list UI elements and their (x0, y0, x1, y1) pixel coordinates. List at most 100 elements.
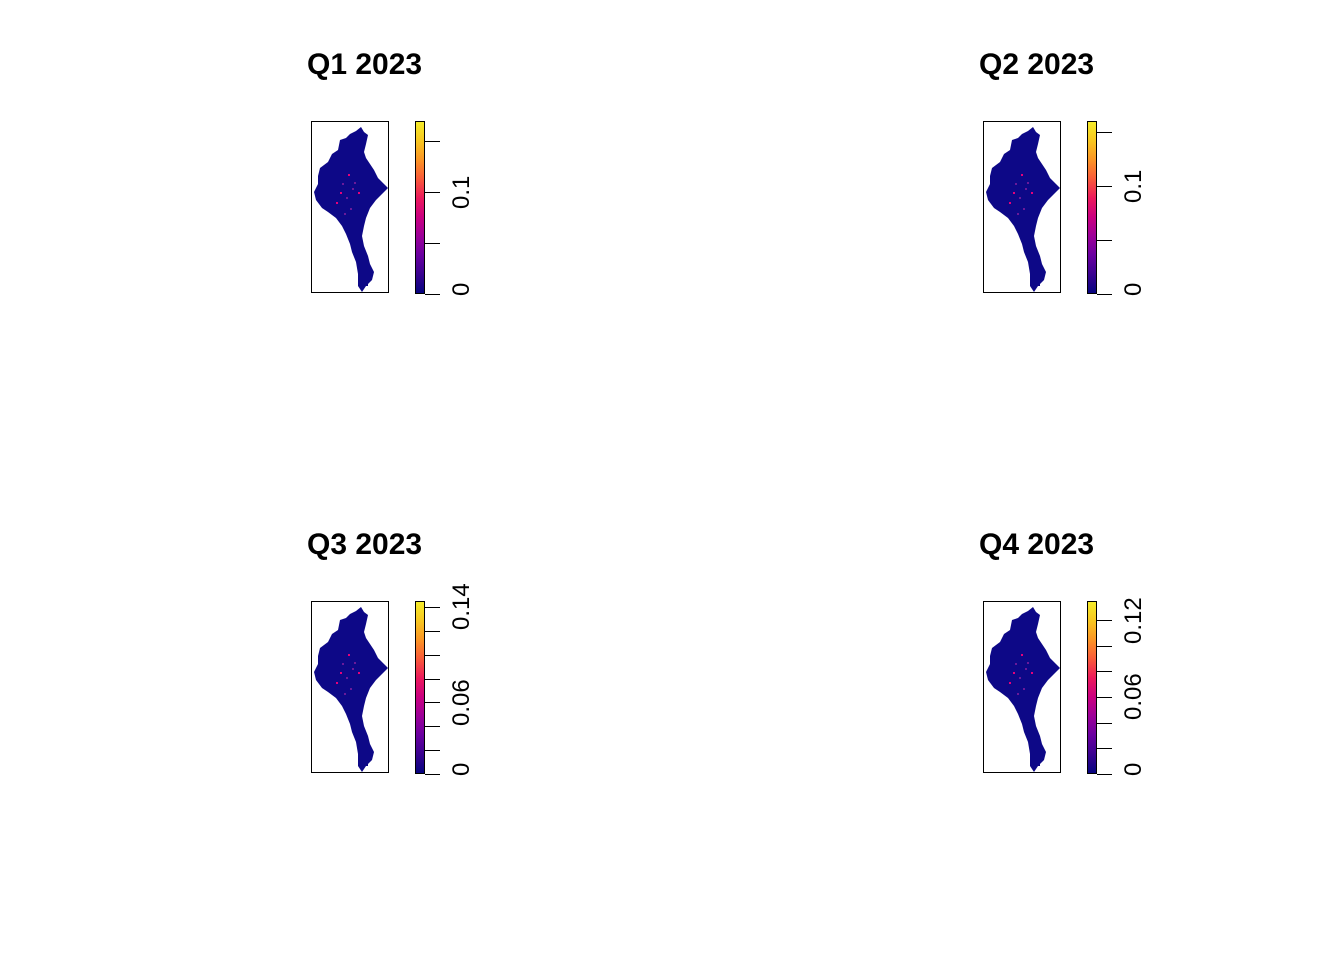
hotspot-pixel (1009, 682, 1011, 684)
hotspot-pixel (1015, 183, 1017, 185)
legend-tick (1097, 620, 1112, 622)
legend-axis: 0 0.06 0.14 (425, 584, 485, 776)
island-pixel (1034, 272, 1036, 274)
legend-color-bar (1087, 601, 1097, 774)
legend-tick (425, 243, 440, 245)
legend-tick (1097, 748, 1112, 750)
legend-color-bar (415, 601, 425, 774)
legend-tick-label: 0.1 (448, 175, 475, 209)
legend-tick (425, 630, 440, 632)
map-panel-q2: Q2 2023 0 0.1 (979, 50, 1279, 370)
hotspot-pixel (346, 677, 348, 679)
hotspot-pixel (1025, 668, 1027, 670)
legend-tick (1097, 774, 1112, 775)
hotspot-pixel (350, 688, 352, 690)
hotspot-pixel (348, 654, 350, 656)
hotspot-pixel (1023, 688, 1025, 690)
hotspot-pixel (336, 682, 338, 684)
legend-axis: 0 0.1 (1097, 121, 1157, 296)
legend-tick (425, 606, 440, 608)
panel-title: Q1 2023 (307, 48, 423, 81)
hotspot-pixel (348, 174, 350, 176)
hotspot-pixel (1021, 174, 1023, 176)
hotspot-pixel (1025, 188, 1027, 190)
map-panel-q1: Q1 2023 0 0.1 (307, 50, 607, 370)
hotspot-pixel (1013, 192, 1015, 194)
legend-tick (425, 702, 440, 704)
legend-tick (425, 726, 440, 728)
legend-tick (1097, 294, 1112, 295)
legend-tick (1097, 645, 1112, 647)
legend-tick (1097, 239, 1112, 241)
legend-tick-label: 0 (448, 762, 475, 776)
hotspot-pixel (354, 662, 356, 664)
map-panel-q3: Q3 2023 0 0.06 0.14 (307, 530, 607, 850)
hotspot-pixel (358, 672, 360, 674)
legend-tick (425, 192, 440, 194)
hotspot-pixel (1019, 197, 1021, 199)
legend-tick (1097, 697, 1112, 699)
hotspot-pixel (1017, 693, 1019, 695)
island-pixel (362, 752, 364, 754)
hotspot-pixel (1021, 654, 1023, 656)
legend-tick-label: 0.06 (1120, 673, 1147, 721)
hotspot-pixel (1031, 672, 1033, 674)
legend-tick (1097, 671, 1112, 673)
legend-tick (425, 750, 440, 752)
hotspot-pixel (340, 192, 342, 194)
legend-tick-label: 0.06 (448, 679, 475, 726)
hotspot-pixel (336, 202, 338, 204)
island-pixel (366, 284, 368, 286)
hotspot-pixel (352, 188, 354, 190)
legend-tick-label: 0 (1120, 762, 1147, 776)
panel-title: Q4 2023 (979, 528, 1095, 561)
legend-tick (425, 141, 440, 143)
hotspot-pixel (344, 213, 346, 215)
hotspot-pixel (1027, 662, 1029, 664)
hotspot-pixel (350, 208, 352, 210)
hotspot-pixel (352, 668, 354, 670)
map-frame (983, 601, 1061, 773)
island-pixel (1038, 764, 1040, 766)
hotspot-pixel (344, 693, 346, 695)
legend-color-bar (1087, 121, 1097, 294)
hotspot-pixel (1019, 677, 1021, 679)
legend-tick-label: 0 (448, 282, 475, 296)
map-frame (311, 601, 389, 773)
island-pixel (362, 272, 364, 274)
island-pixel (366, 764, 368, 766)
hotspot-pixel (1031, 192, 1033, 194)
hotspot-pixel (1009, 202, 1011, 204)
legend-axis: 0 0.06 0.12 (1097, 597, 1157, 776)
panel-title: Q3 2023 (307, 528, 423, 561)
legend-tick (425, 774, 440, 775)
legend-tick-label: 0 (1120, 282, 1147, 296)
island-pixel (1032, 278, 1034, 280)
raster-map (986, 127, 1060, 292)
hotspot-pixel (1013, 672, 1015, 674)
map-panel-q4: Q4 2023 0 0.06 0.12 (979, 530, 1279, 850)
island-pixel (360, 278, 362, 280)
map-frame (311, 121, 389, 293)
island-pixel (360, 758, 362, 760)
panel-title: Q2 2023 (979, 48, 1095, 81)
legend-tick (425, 678, 440, 680)
legend-tick-label: 0.1 (1120, 169, 1147, 203)
island-pixel (1032, 758, 1034, 760)
raster-map (986, 607, 1060, 772)
hotspot-pixel (1027, 182, 1029, 184)
map-frame (983, 121, 1061, 293)
hotspot-pixel (342, 183, 344, 185)
raster-map (314, 127, 388, 292)
hotspot-pixel (346, 197, 348, 199)
legend-color-bar (415, 121, 425, 294)
legend-tick (1097, 131, 1112, 133)
hotspot-pixel (358, 192, 360, 194)
hotspot-pixel (340, 672, 342, 674)
legend-tick-label: 0.14 (448, 583, 475, 631)
legend-tick (1097, 722, 1112, 724)
legend-tick (425, 654, 440, 656)
island-pixel (1034, 752, 1036, 754)
legend-tick (1097, 185, 1112, 187)
island-pixel (1038, 284, 1040, 286)
